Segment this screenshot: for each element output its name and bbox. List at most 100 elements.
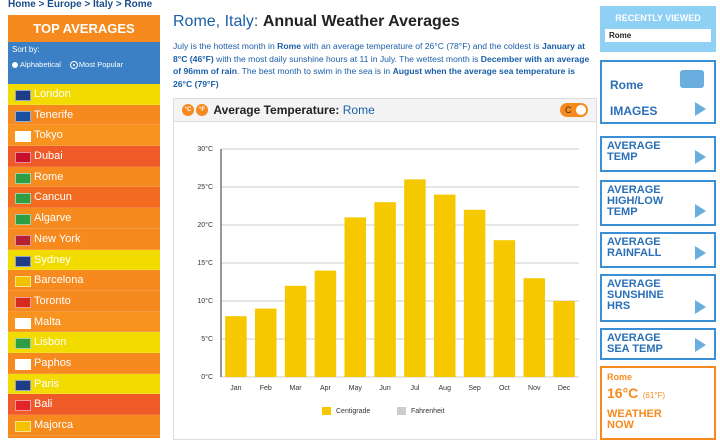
arrow xyxy=(695,246,706,260)
city-item[interactable]: Paphos xyxy=(8,352,160,374)
bar xyxy=(434,194,456,377)
bar xyxy=(404,179,426,377)
summary-text: January at 8°C (46°F) xyxy=(173,41,585,64)
x-tick-label: Sep xyxy=(468,385,481,392)
city-item[interactable]: Dubai xyxy=(8,146,160,167)
flag xyxy=(15,172,31,184)
bar xyxy=(493,240,516,377)
bar xyxy=(344,217,366,377)
city-item[interactable]: Cancun xyxy=(8,187,160,209)
arrow xyxy=(695,204,706,218)
y-tick-label: 0°C xyxy=(201,373,213,381)
menu-label: AVERAGE SUNSHINE HRS xyxy=(607,278,664,312)
city-item[interactable]: Toronto xyxy=(8,290,160,312)
city-name: Rome xyxy=(34,170,64,183)
unit-c[interactable]: °C xyxy=(182,104,194,116)
city-name: Paphos xyxy=(34,356,72,369)
x-tick-label: Oct xyxy=(499,385,510,392)
x-tick-label: Mar xyxy=(290,385,303,392)
recent-list: Rome xyxy=(602,29,714,42)
bar xyxy=(225,316,247,377)
x-tick-label: Apr xyxy=(320,385,332,392)
city-item[interactable]: Malta xyxy=(8,311,160,333)
sidebar: TOP AVERAGES Sort by: Alphabetical Most Po… xyxy=(8,15,160,438)
legend-label: Centigrade xyxy=(336,408,370,415)
images-label: IMAGES xyxy=(610,104,658,118)
menu-label: AVERAGE HIGH/LOW TEMP xyxy=(607,184,664,218)
recent-item[interactable]: Rome xyxy=(605,29,711,42)
arrow xyxy=(695,150,706,164)
y-tick-label: 5°C xyxy=(201,335,213,343)
menu-label: AVERAGE TEMP xyxy=(607,140,661,163)
city-item[interactable]: Tenerife xyxy=(8,104,160,126)
sort-box: Sort by: Alphabetical Most Popular xyxy=(8,42,160,84)
menu-item[interactable]: AVERAGE SEA TEMP xyxy=(600,328,716,360)
breadcrumb[interactable]: Home > Europe > Italy > Rome xyxy=(8,0,153,10)
city-name: Majorca xyxy=(34,419,74,431)
menu-item[interactable]: AVERAGE TEMP xyxy=(600,136,716,172)
sort-option[interactable]: Most Popular xyxy=(70,60,124,69)
sort-options: Alphabetical Most Popular xyxy=(12,60,156,69)
summary-text: . The best month to swim in the sea is i… xyxy=(237,66,393,77)
flag xyxy=(15,358,31,370)
city-name: New York xyxy=(34,232,81,245)
flag xyxy=(15,90,31,101)
camera-icon xyxy=(680,70,704,88)
x-tick-label: Jun xyxy=(379,385,390,392)
city-item[interactable]: London xyxy=(8,84,160,105)
unit-toggle[interactable]: C xyxy=(560,103,588,117)
city-item[interactable]: Sydney xyxy=(8,249,160,271)
flag xyxy=(15,131,31,143)
summary-text: with the most daily sunshine hours at 11… xyxy=(213,53,481,64)
city-item[interactable]: Barcelona xyxy=(8,270,160,291)
y-tick-label: 20°C xyxy=(197,221,213,229)
legend-swatch xyxy=(397,407,406,415)
sort-option[interactable]: Alphabetical xyxy=(12,60,61,69)
weather-now[interactable]: Rome 16°C (61°F) WEATHER NOW xyxy=(600,366,716,440)
city-name: Malta xyxy=(34,315,61,328)
x-tick-label: Nov xyxy=(528,385,541,392)
y-tick-label: 30°C xyxy=(197,145,213,153)
city-item[interactable]: Majorca xyxy=(8,415,160,436)
flag xyxy=(15,338,31,350)
flag xyxy=(15,152,31,164)
city-name: Toronto xyxy=(34,294,71,307)
flag xyxy=(15,421,31,432)
images-box[interactable]: Rome IMAGES xyxy=(600,60,716,124)
menu-item[interactable]: AVERAGE HIGH/LOW TEMP xyxy=(600,180,716,226)
city-name: Barcelona xyxy=(34,274,84,287)
summary-text: August when the average sea temperature … xyxy=(173,66,576,89)
city-item[interactable]: Lisbon xyxy=(8,332,160,353)
menu-label: AVERAGE RAINFALL xyxy=(607,236,662,259)
city-list: London Tenerife Tokyo Dubai Rome Cancun Algarv… xyxy=(8,84,160,436)
city-name: Paris xyxy=(34,377,60,390)
city-item[interactable]: Bali xyxy=(8,394,160,415)
menu-item[interactable]: AVERAGE SUNSHINE HRS xyxy=(600,274,716,322)
city-item[interactable]: Tokyo xyxy=(8,125,160,147)
now-c: 16°C xyxy=(607,385,639,401)
now-label: WEATHER NOW xyxy=(607,408,662,431)
flag xyxy=(15,193,31,205)
city-name: Bali xyxy=(34,398,53,411)
city-item[interactable]: New York xyxy=(8,228,160,250)
legend-label: Fahrenheit xyxy=(411,408,445,415)
sidebar-title: TOP AVERAGES xyxy=(8,15,160,42)
city-item[interactable]: Paris xyxy=(8,373,160,395)
city-name: London xyxy=(34,88,71,100)
unit-f[interactable]: °F xyxy=(196,104,208,116)
bar xyxy=(553,301,575,377)
option-label: Most Popular xyxy=(78,60,124,69)
flag xyxy=(15,255,31,267)
chart: 0°C 5°C 10°C 15°C 20°C 25°C 30°C Jan Feb Mar Apr Ma… xyxy=(197,145,579,415)
city-item[interactable]: Algarve xyxy=(8,208,160,229)
arrow xyxy=(695,102,706,116)
city-name: Cancun xyxy=(34,191,72,204)
city-name: Algarve xyxy=(34,212,72,225)
bar xyxy=(374,202,396,377)
city-item[interactable]: Rome xyxy=(8,166,160,188)
flag xyxy=(15,214,31,226)
recent-title: RECENTLY VIEWED xyxy=(615,13,701,23)
menu-item[interactable]: AVERAGE RAINFALL xyxy=(600,232,716,268)
title-text: Annual Weather Averages xyxy=(262,13,460,30)
menu-label: AVERAGE SEA TEMP xyxy=(607,332,663,355)
